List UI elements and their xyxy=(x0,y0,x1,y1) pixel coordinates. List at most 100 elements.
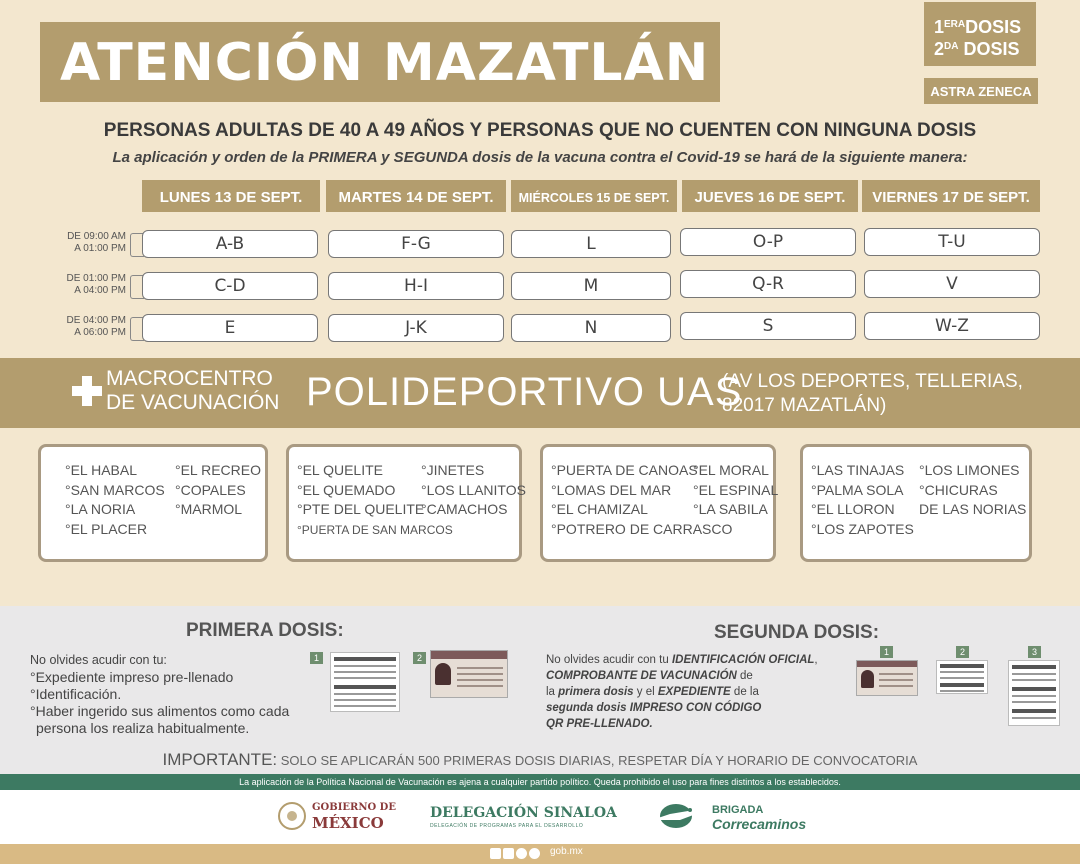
dose1-num: 1 xyxy=(934,17,945,37)
twitter-icon[interactable] xyxy=(503,848,514,859)
plus-icon xyxy=(72,376,102,406)
list-item: °LOS LIMONES xyxy=(919,462,1020,478)
macrocenter-label: MACROCENTRO DE VACUNACIÓN xyxy=(106,367,280,414)
document-icon xyxy=(1008,660,1060,726)
roadrunner-icon xyxy=(652,804,704,828)
list-item: °MARMOL xyxy=(175,501,243,517)
list-item: °PALMA SOLA xyxy=(811,481,904,498)
venue-address: (AV LOS DEPORTES, TELLERIAS, 82017 MAZAT… xyxy=(722,371,1023,416)
segunda-dosis-title: SEGUNDA DOSIS: xyxy=(714,622,880,643)
dose-badge: 1ERADOSIS 2DA DOSIS xyxy=(924,2,1036,66)
schedule-cell: C-D xyxy=(142,272,318,300)
facebook-icon[interactable] xyxy=(490,848,501,859)
number-tag: 1 xyxy=(880,646,893,658)
schedule-cell: E xyxy=(142,314,318,342)
schedule-cell: F-G xyxy=(328,230,504,258)
list-item: °PUERTA DE SAN MARCOS xyxy=(297,523,453,537)
list-item: °SAN MARCOS xyxy=(65,481,165,498)
document-icon xyxy=(936,660,988,694)
number-tag: 2 xyxy=(413,652,426,664)
list-item: DE LAS NORIAS xyxy=(919,501,1027,517)
list-item: °CAMACHOS xyxy=(421,501,508,517)
bracket-icon xyxy=(130,233,144,257)
location-band: MACROCENTRO DE VACUNACIÓN POLIDEPORTIVO … xyxy=(0,358,1080,428)
list-item: °LOS LLANITOS xyxy=(421,481,526,498)
list-item: °EL HABAL xyxy=(65,462,138,478)
bracket-icon xyxy=(130,317,144,341)
list-item: °JINETES xyxy=(421,462,485,478)
mexico-seal-icon xyxy=(278,802,306,830)
schedule-cell: H-I xyxy=(328,272,504,300)
number-tag: 1 xyxy=(310,652,323,664)
venue-name: POLIDEPORTIVO UAS xyxy=(306,370,743,414)
id-card-icon xyxy=(430,650,508,698)
list-item: °EL RECREO xyxy=(175,462,261,478)
primera-requirements: No olvides acudir con tu: °Expediente im… xyxy=(30,653,290,736)
day-header-wednesday: MIÉRCOLES 15 DE SEPT. xyxy=(511,180,677,212)
schedule-cell: O-P xyxy=(680,228,856,256)
schedule-cell: S xyxy=(680,312,856,340)
dose2-word: DOSIS xyxy=(963,39,1020,59)
list-item: °EL LLORON xyxy=(811,501,895,517)
list-item: °POTRERO DE CARRASCO xyxy=(551,520,733,537)
list-item: °LA SABILA xyxy=(693,501,768,517)
schedule-cell: J-K xyxy=(328,314,504,342)
mexico-label: MÉXICO xyxy=(312,814,384,832)
list-item: °EL ESPINAL xyxy=(693,481,779,498)
list-item: °PTE DEL QUELITE xyxy=(297,501,425,517)
brigada-label: BRIGADA xyxy=(712,804,764,816)
list-item: °EL PLACER xyxy=(65,520,148,537)
list-item: °EL CHAMIZAL xyxy=(551,501,648,517)
list-item: °EL QUEMADO xyxy=(297,481,396,498)
schedule-cell: T-U xyxy=(864,228,1040,256)
dose1-sup: ERA xyxy=(944,19,966,30)
correcaminos-label: Correcaminos xyxy=(712,816,807,832)
schedule-cell: N xyxy=(511,314,671,342)
list-item: °LAS TINAJAS xyxy=(811,462,905,478)
list-item: °COPALES xyxy=(175,481,246,498)
day-header-monday: LUNES 13 DE SEPT. xyxy=(142,180,320,212)
schedule-cell: L xyxy=(511,230,671,258)
schedule-cell: Q-R xyxy=(680,270,856,298)
schedule-cell: W-Z xyxy=(864,312,1040,340)
list-item: °PUERTA DE CANOAS xyxy=(551,462,698,478)
time-slot-3: DE 04:00 PM A 06:00 PM xyxy=(66,315,126,338)
footer: GOBIERNO DE MÉXICO DELEGACIÓN SINALOA DE… xyxy=(0,790,1080,844)
list-item: °CHICURAS xyxy=(919,481,998,498)
day-header-friday: VIERNES 17 DE SEPT. xyxy=(862,180,1040,212)
important-notice: IMPORTANTE: SOLO SE APLICARÁN 500 PRIMER… xyxy=(162,750,918,769)
list-item: °LOMAS DEL MAR xyxy=(551,481,672,498)
social-bar: gob.mx xyxy=(0,844,1080,864)
dose2-num: 2 xyxy=(934,39,945,59)
bracket-icon xyxy=(130,275,144,299)
audience-heading: PERSONAS ADULTAS DE 40 A 49 AÑOS Y PERSO… xyxy=(103,120,977,141)
document-icon xyxy=(330,652,400,712)
day-header-tuesday: MARTES 14 DE SEPT. xyxy=(326,180,506,212)
number-tag: 3 xyxy=(1028,646,1041,658)
instagram-icon[interactable] xyxy=(516,848,527,859)
number-tag: 2 xyxy=(956,646,969,658)
id-card-icon xyxy=(856,660,918,696)
list-item: °EL QUELITE xyxy=(297,462,383,478)
segunda-requirements: No olvides acudir con tu IDENTIFICACIÓN … xyxy=(546,654,818,730)
community-box-4: °LAS TINAJAS °PALMA SOLA °EL LLORON °LOS… xyxy=(800,444,1032,562)
community-box-3: °PUERTA DE CANOAS °LOMAS DEL MAR °EL CHA… xyxy=(540,444,779,562)
schedule-cell: M xyxy=(511,272,671,300)
dose1-word: DOSIS xyxy=(965,17,1022,37)
instructions-heading: La aplicación y orden de la PRIMERA y SE… xyxy=(112,149,968,166)
community-box-2: °EL QUELITE °EL QUEMADO °PTE DEL QUELITE… xyxy=(286,444,526,562)
list-item: °LOS ZAPOTES xyxy=(811,520,914,537)
community-box-1: °EL HABAL °SAN MARCOS °LA NORIA °EL PLAC… xyxy=(38,444,268,562)
dose2-sup: DA xyxy=(944,41,959,52)
schedule-cell: V xyxy=(864,270,1040,298)
schedule-cell: A-B xyxy=(142,230,318,258)
youtube-icon[interactable] xyxy=(529,848,540,859)
list-item: °LA NORIA xyxy=(65,501,136,517)
time-slot-1: DE 09:00 AM A 01:00 PM xyxy=(67,231,126,254)
day-header-thursday: JUEVES 16 DE SEPT. xyxy=(682,180,858,212)
delegacion-label: DELEGACIÓN SINALOA xyxy=(430,805,617,821)
disclaimer-bar: La aplicación de la Política Nacional de… xyxy=(0,774,1080,790)
gobmx-link[interactable]: gob.mx xyxy=(550,846,583,857)
gobierno-label: GOBIERNO DE xyxy=(312,802,396,813)
page-title: ATENCIÓN MAZATLÁN xyxy=(40,22,720,102)
